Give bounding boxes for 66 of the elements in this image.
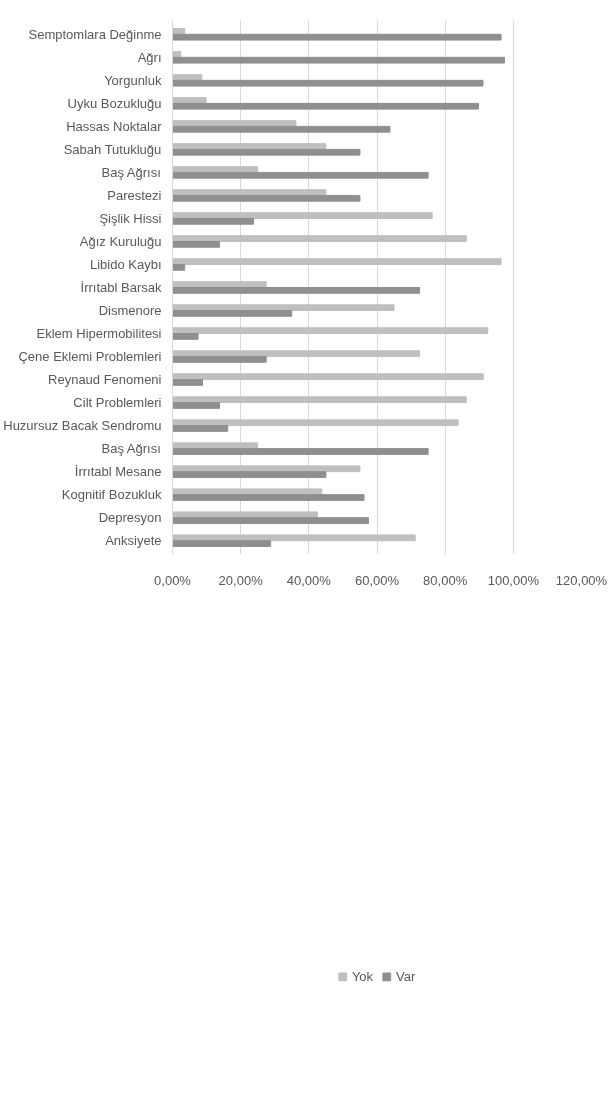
y-tick-label: Semptomlara Değinme: [28, 26, 162, 42]
x-tick-label: 80,00%: [423, 572, 468, 588]
bar: [172, 310, 293, 317]
bar: [172, 240, 221, 248]
bar: [172, 235, 467, 242]
legend-label: Yok: [351, 968, 374, 984]
bar: [172, 448, 429, 455]
y-tick-label: Parestezi: [107, 187, 162, 203]
bar: [172, 212, 433, 219]
y-tick-label: Hassas Noktalar: [66, 118, 163, 134]
y-tick-label: Çene Eklemi Problemleri: [18, 349, 162, 365]
y-tick-label: Ağrı: [137, 49, 162, 65]
bar: [172, 517, 369, 524]
x-tick-label: 120,00%: [555, 572, 608, 588]
y-tick-label: Yorgunluk: [104, 72, 162, 88]
bar: [172, 304, 395, 312]
bar: [172, 356, 267, 363]
y-tick-label: İrrıtabl Mesane: [74, 464, 162, 480]
bar: [172, 540, 272, 547]
bar: [172, 171, 429, 179]
y-tick-label: Libido Kaybı: [89, 256, 162, 272]
y-tick-label: Depresyon: [98, 510, 162, 526]
y-tick-label: Kognitif Bozukluk: [61, 487, 162, 503]
bar: [172, 79, 484, 87]
y-tick-label: Baş Ağrısı: [101, 441, 161, 457]
bar: [172, 402, 221, 409]
x-tick-label: 20,00%: [218, 572, 264, 588]
x-tick-label: 60,00%: [354, 572, 400, 588]
bar: [172, 33, 502, 41]
bar: [172, 396, 467, 404]
y-tick-label: İrrıtabl Barsak: [80, 280, 162, 295]
legend-label: Var: [396, 968, 417, 984]
y-tick-label: Baş Ağrısı: [101, 164, 161, 180]
bar: [172, 494, 365, 501]
x-tick-label: 100,00%: [487, 572, 540, 588]
y-tick-label: Huzursuz Bacak Sendromu: [3, 418, 162, 434]
bar: [172, 350, 421, 358]
bar: [172, 373, 484, 381]
bar: [172, 56, 505, 64]
bar: [172, 287, 421, 294]
bar: [172, 425, 229, 432]
bar: [172, 471, 327, 478]
x-tick-label: 40,00%: [286, 572, 332, 588]
x-tick-label: 0,00%: [154, 572, 192, 588]
bar: [172, 327, 489, 335]
y-tick-label: Dismenore: [98, 303, 162, 319]
bar: [172, 258, 502, 265]
y-tick-label: Cilt Problemleri: [73, 395, 162, 411]
bar: [172, 333, 199, 340]
y-tick-label: Ağız Kuruluğu: [79, 233, 162, 249]
bar: [172, 419, 459, 427]
bar: [172, 217, 255, 225]
bar: [172, 148, 361, 156]
bar: [172, 379, 203, 386]
bar: [172, 534, 416, 542]
bar: [172, 263, 186, 271]
y-tick-label: Uyku Bozukluğu: [67, 95, 162, 111]
y-tick-label: Anksiyete: [105, 533, 162, 549]
bar: [172, 465, 361, 473]
y-tick-label: Şişlik Hissi: [99, 210, 162, 226]
y-tick-label: Reynaud Fenomeni: [48, 372, 162, 388]
y-tick-label: Sabah Tutukluğu: [63, 141, 162, 157]
bar: [172, 194, 361, 202]
bar: [172, 125, 391, 133]
bar: [172, 102, 480, 110]
y-tick-label: Eklem Hipermobilitesi: [36, 326, 162, 342]
